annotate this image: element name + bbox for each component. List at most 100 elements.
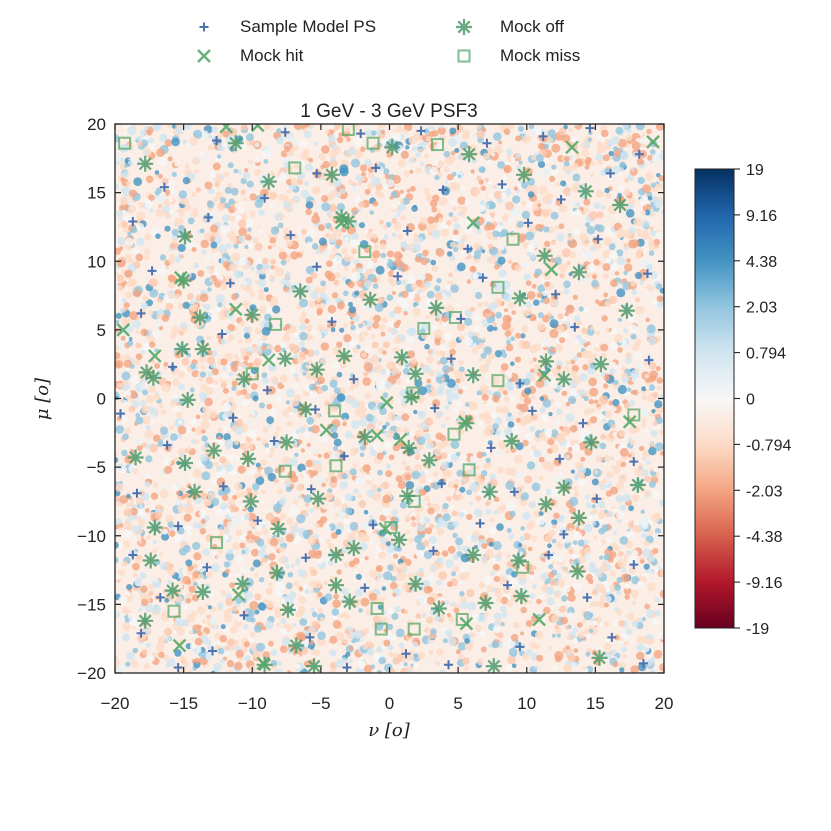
mock-off-point (345, 540, 362, 557)
mock-off-point (310, 490, 327, 507)
mock-off-point (461, 146, 478, 163)
colorbar-tick-label: 19 (746, 162, 764, 179)
mock-off-point (516, 166, 532, 183)
markers-layer (115, 124, 660, 673)
mock-off-point (612, 197, 629, 213)
mock-off-point (511, 290, 528, 307)
mock-off-point (145, 369, 162, 386)
mock-off-point (174, 341, 191, 358)
colorbar-tick-label: 9.16 (746, 208, 777, 225)
legend-label-mock-hit: Mock hit (240, 46, 304, 65)
sample-model-ps-point (212, 135, 222, 145)
legend-label-mock-miss: Mock miss (500, 46, 580, 65)
sample-model-ps-point (446, 354, 456, 364)
legend-entry-mock-miss: Mock miss (457, 46, 580, 65)
mock-hit-point (250, 124, 265, 133)
mock-miss-point (167, 604, 181, 618)
mock-off-point (292, 283, 309, 300)
mock-hit-point (537, 368, 552, 383)
sample-model-ps-point (260, 193, 270, 203)
mock-miss-point (506, 232, 520, 246)
sample-model-ps-point (371, 163, 381, 173)
legend-marker (199, 22, 209, 32)
mock-miss-point (328, 404, 342, 418)
legend-marker (197, 49, 211, 63)
mock-off-point (570, 509, 587, 526)
sample-model-ps-point (217, 329, 227, 339)
mock-hit-point (228, 302, 243, 317)
sample-model-ps-point (456, 314, 466, 324)
sample-model-ps-point (356, 129, 366, 139)
mock-miss-point (245, 367, 259, 381)
sample-model-ps-point (218, 481, 228, 491)
mock-off-point (336, 348, 353, 364)
mock-miss-point (210, 536, 224, 550)
mock-miss-point (627, 408, 641, 422)
mock-off-point (205, 442, 222, 459)
sample-model-ps-point (592, 494, 602, 504)
mock-off-point (618, 302, 635, 319)
sample-model-ps-point (310, 404, 320, 414)
mock-hit-point (147, 349, 162, 363)
mock-off-point (137, 155, 154, 172)
sample-model-ps-point (349, 374, 359, 384)
sample-model-ps-point (482, 138, 492, 148)
x-tick-label: −15 (169, 694, 198, 713)
mock-hit-point (458, 414, 472, 429)
sample-model-ps-point (551, 289, 561, 299)
sample-model-ps-point (339, 451, 349, 461)
mock-hit-point (172, 638, 187, 653)
mock-miss-point (329, 459, 343, 473)
sample-model-ps-point (582, 593, 592, 603)
sample-model-ps-point (173, 521, 183, 531)
mock-hit-point (174, 270, 188, 285)
mock-off-point (555, 371, 572, 388)
sample-model-ps-point (136, 628, 146, 638)
sample-model-ps-point (605, 168, 615, 178)
sample-model-ps-point (634, 149, 644, 159)
mock-off-point (333, 209, 350, 226)
sample-model-ps-point (503, 580, 513, 590)
sample-model-ps-point (578, 418, 588, 428)
legend-plus-icon (199, 22, 209, 32)
mock-off-point (177, 228, 193, 245)
y-tick-label: 10 (87, 252, 106, 271)
mock-off-point (340, 213, 357, 230)
mock-off-point (127, 449, 144, 466)
mock-off-point (428, 299, 445, 316)
mock-miss-point (455, 612, 469, 626)
mock-hit-point (334, 215, 349, 230)
mock-off-point (503, 433, 520, 449)
sample-model-ps-point (301, 553, 311, 563)
y-tick-label: −15 (77, 595, 106, 614)
sample-model-ps-point (262, 385, 272, 395)
mock-hit-point (379, 395, 394, 410)
sample-model-ps-point (280, 127, 290, 137)
y-axis: −20 −15 −10 −5 0 5 10 15 20 (77, 115, 664, 683)
sample-model-ps-point (486, 443, 496, 453)
y-axis-label: μ [o] (32, 377, 53, 420)
y-tick-label: 20 (87, 115, 106, 134)
mock-hit-point (544, 262, 559, 277)
colorbar-tick-label: 2.03 (746, 300, 777, 317)
colorbar-tick-label: 0 (746, 392, 755, 409)
mock-off-point (240, 450, 257, 467)
sample-model-ps-point (132, 488, 142, 498)
y-tick-label: 5 (97, 321, 106, 340)
sample-model-ps-point (428, 546, 438, 556)
mock-off-point (629, 477, 646, 493)
sample-model-ps-point (538, 131, 548, 141)
sample-model-ps-point (207, 646, 217, 656)
mock-off-point (297, 401, 314, 418)
sample-model-ps-point (515, 378, 525, 388)
mock-miss-point (447, 427, 461, 441)
mock-off-point (481, 483, 498, 500)
mock-off-point (341, 593, 358, 610)
mock-off-point (186, 483, 203, 500)
sample-model-ps-point (173, 663, 183, 673)
mock-off-point (513, 588, 530, 605)
sample-model-ps-point (342, 663, 352, 673)
mock-off-point (356, 428, 373, 445)
mock-hit-point (319, 423, 334, 437)
mock-off-point (538, 496, 554, 513)
